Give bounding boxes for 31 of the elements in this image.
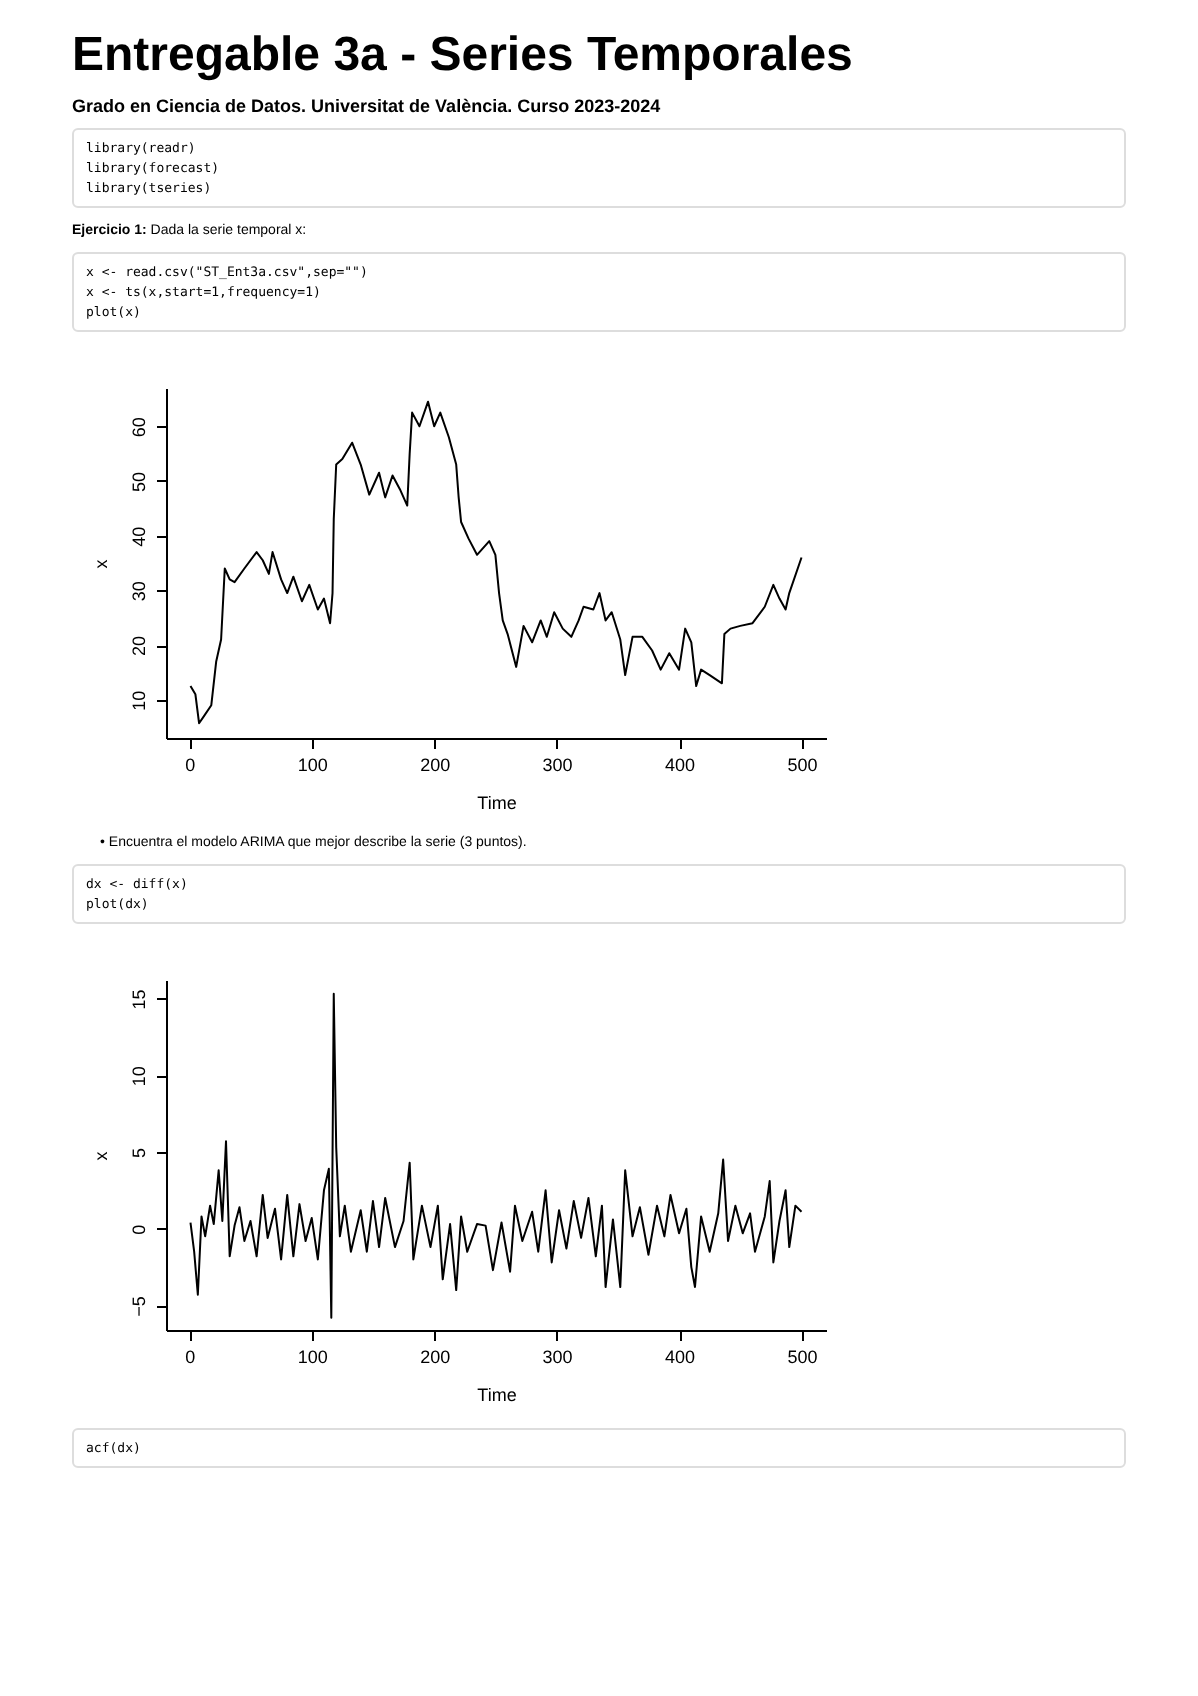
x-tick-label: 500 [787,755,818,775]
x-tick-label: 300 [542,755,573,775]
x-tick-label: 200 [420,1347,451,1367]
y-tick-label: 40 [129,526,149,547]
y-axis-title: x [91,558,111,569]
x-tick-label: 0 [185,755,196,775]
x-tick-label: 400 [665,755,696,775]
chart-title: Entregable 3a - Series Temporales [72,28,855,84]
y-tick-label: 30 [129,581,149,602]
y-tick-label: 0 [129,1224,149,1235]
x-tick-label: 300 [542,1347,573,1367]
x-axis-title: Time [477,1385,517,1405]
y-tick-label: 50 [129,471,149,492]
y-tick-label: 20 [129,636,149,657]
y-tick-label: 10 [129,690,149,711]
x-tick-label: 100 [297,1347,328,1367]
y-tick-label: 10 [129,1066,149,1087]
x-tick-label: 400 [665,1347,696,1367]
x-axis-title: Time [477,793,517,813]
x-tick-label: 0 [185,1347,196,1367]
y-tick-label: −5 [129,1296,149,1317]
line-series [189,400,803,725]
x-tick-label: 200 [420,755,451,775]
y-axis-title: x [91,1150,111,1161]
chart-subtitle: Grado en Ciencia de Datos. Universitat de València. Curso 2023-2024 [72,96,663,116]
line-series [189,992,803,1319]
y-tick-label: 15 [129,989,149,1010]
x-tick-label: 100 [297,755,328,775]
y-tick-label: 60 [129,417,149,438]
y-tick-label: 5 [129,1147,149,1158]
x-tick-label: 500 [787,1347,818,1367]
